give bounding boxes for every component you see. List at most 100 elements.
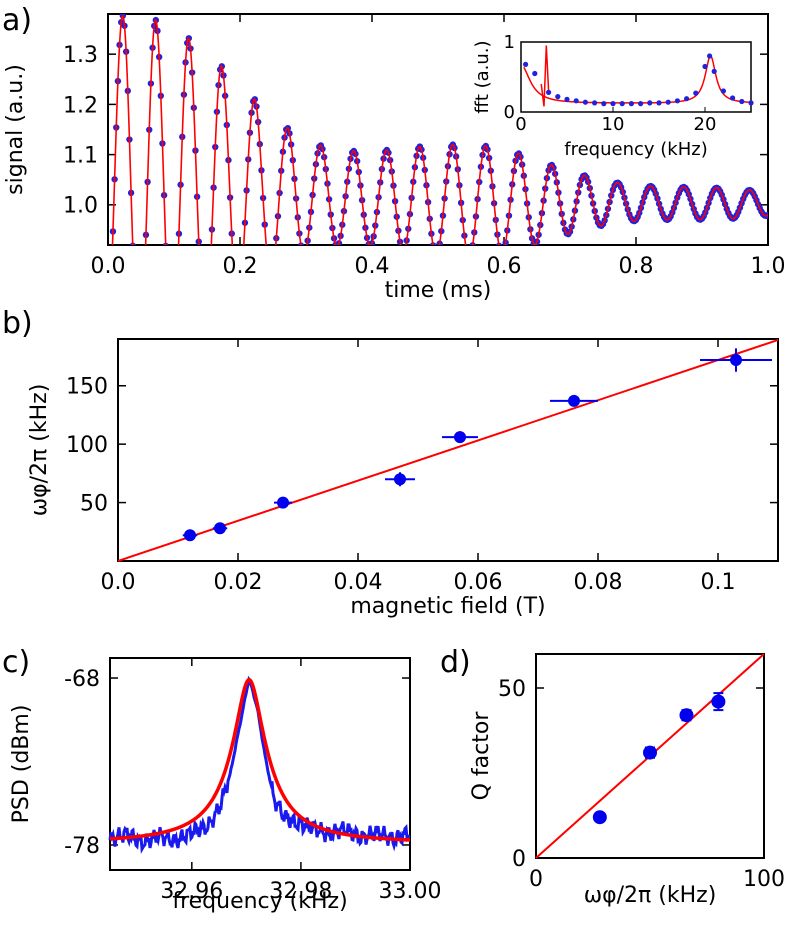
inset-data-point bbox=[592, 100, 598, 106]
inset-data-point bbox=[546, 89, 552, 95]
data-point bbox=[465, 252, 471, 258]
fit-line bbox=[117, 338, 779, 562]
inset-spike-line bbox=[540, 45, 550, 107]
panel-label-c: c) bbox=[2, 645, 30, 680]
inset-data-point bbox=[711, 68, 717, 74]
data-point bbox=[199, 308, 205, 314]
chart-panel-a: 0.0 0.2 0.4 0.6 0.8 1.0 1.0 1.1 1.2 1.3 time (ms) s… bbox=[3, 13, 786, 362]
inset-data-point bbox=[532, 70, 538, 77]
x-tick-label: 0.2 bbox=[223, 254, 258, 279]
y-axis-label: ωφ/2π (kHz) bbox=[27, 384, 52, 517]
fit-line bbox=[109, 677, 411, 842]
data-point bbox=[204, 320, 210, 326]
data-point bbox=[592, 810, 607, 825]
data-line bbox=[108, 675, 411, 854]
x-tick-label: 0.0 bbox=[91, 254, 126, 279]
data-point bbox=[207, 265, 213, 271]
inset-data-point bbox=[684, 96, 690, 102]
data-point bbox=[169, 348, 175, 354]
inset-chart: 0 10 20 0 1 frequency (kHz) fft (a.u.) bbox=[472, 32, 754, 160]
inset-data-point bbox=[674, 98, 681, 104]
x-axis-label: magnetic field (T) bbox=[350, 594, 545, 619]
data-point bbox=[168, 343, 174, 349]
x-tick-label: 0.04 bbox=[334, 570, 383, 595]
inset-data-point bbox=[702, 63, 708, 70]
data-point bbox=[164, 287, 170, 293]
inset-data-point bbox=[523, 61, 529, 67]
data-point bbox=[133, 326, 139, 332]
inset-x-tick-label: 0 bbox=[515, 114, 526, 135]
inset-data-point bbox=[665, 99, 671, 105]
data-point bbox=[730, 354, 742, 367]
chart-panel-d: 0 100 0 50 ωφ/2π (kHz) Q factor bbox=[469, 653, 785, 908]
x-tick-label: 33.00 bbox=[379, 879, 442, 904]
x-axis-label: frequency (kHz) bbox=[172, 889, 347, 914]
data-point bbox=[468, 251, 474, 257]
data-point bbox=[568, 394, 580, 407]
x-tick-label: 0.02 bbox=[214, 570, 263, 595]
inset-data-point bbox=[564, 96, 570, 102]
data-point bbox=[679, 708, 694, 723]
x-tick-label: 1.0 bbox=[751, 254, 786, 279]
data-point bbox=[201, 325, 207, 331]
x-tick-label: 32.98 bbox=[269, 879, 332, 904]
data-point bbox=[267, 271, 273, 277]
inset-data-point bbox=[730, 95, 736, 101]
plot-frame bbox=[109, 657, 411, 871]
inset-data-point bbox=[573, 98, 579, 104]
x-tick-label: 0.08 bbox=[574, 570, 623, 595]
data-point bbox=[172, 313, 178, 319]
data-point bbox=[432, 250, 438, 256]
data-point bbox=[400, 248, 406, 254]
data-point bbox=[174, 276, 180, 282]
data-point bbox=[643, 745, 657, 760]
data-point bbox=[234, 299, 240, 305]
inset-x-tick-label: 20 bbox=[694, 114, 717, 135]
data-point bbox=[303, 246, 309, 252]
data-point bbox=[270, 267, 276, 273]
inset-data-point bbox=[656, 100, 662, 106]
data-point bbox=[197, 278, 203, 284]
y-tick-label: 50 bbox=[80, 491, 108, 516]
inset-data-point bbox=[555, 94, 561, 100]
data-point bbox=[466, 254, 472, 260]
x-axis-label: ωφ/2π (kHz) bbox=[584, 883, 717, 908]
panel-label-a: a) bbox=[2, 3, 32, 38]
inset-data-point bbox=[582, 99, 589, 105]
inset-data-point bbox=[619, 101, 625, 107]
data-point bbox=[268, 273, 274, 279]
inset-y-axis-label: fft (a.u.) bbox=[472, 40, 493, 113]
y-tick-label: 0 bbox=[512, 847, 526, 872]
inset-x-axis-label: frequency (kHz) bbox=[564, 139, 707, 160]
y-tick-label: 1.2 bbox=[63, 93, 98, 118]
plot-frame bbox=[117, 338, 779, 562]
x-tick-label: 0.06 bbox=[454, 570, 503, 595]
data-point bbox=[202, 330, 208, 336]
inset-data-point bbox=[647, 100, 653, 106]
data-point bbox=[433, 252, 439, 258]
data-point bbox=[764, 211, 768, 219]
data-point bbox=[136, 356, 142, 362]
y-tick-label: 1.0 bbox=[63, 194, 98, 219]
y-tick-label: 50 bbox=[498, 677, 526, 702]
y-axis-label: Q factor bbox=[469, 711, 494, 801]
data-point bbox=[105, 338, 111, 344]
inset-y-tick-label: 1 bbox=[504, 32, 515, 53]
x-tick-label: 32.96 bbox=[160, 879, 223, 904]
x-tick-label: 0 bbox=[529, 867, 543, 892]
inset-data-point bbox=[707, 53, 713, 59]
inset-data-point bbox=[739, 98, 745, 105]
inset-y-tick-label: 0 bbox=[504, 102, 515, 123]
y-axis-label: signal (a.u.) bbox=[3, 64, 28, 195]
inset-data-point bbox=[638, 101, 644, 107]
data-point bbox=[300, 249, 306, 255]
inset-data-point bbox=[693, 90, 699, 96]
x-tick-label: 100 bbox=[743, 867, 785, 892]
data-point bbox=[711, 694, 726, 709]
data-point bbox=[232, 285, 238, 291]
data-point bbox=[301, 251, 307, 257]
data-point bbox=[454, 431, 466, 444]
y-tick-label: 100 bbox=[66, 433, 108, 458]
inset-data-point bbox=[628, 101, 635, 107]
